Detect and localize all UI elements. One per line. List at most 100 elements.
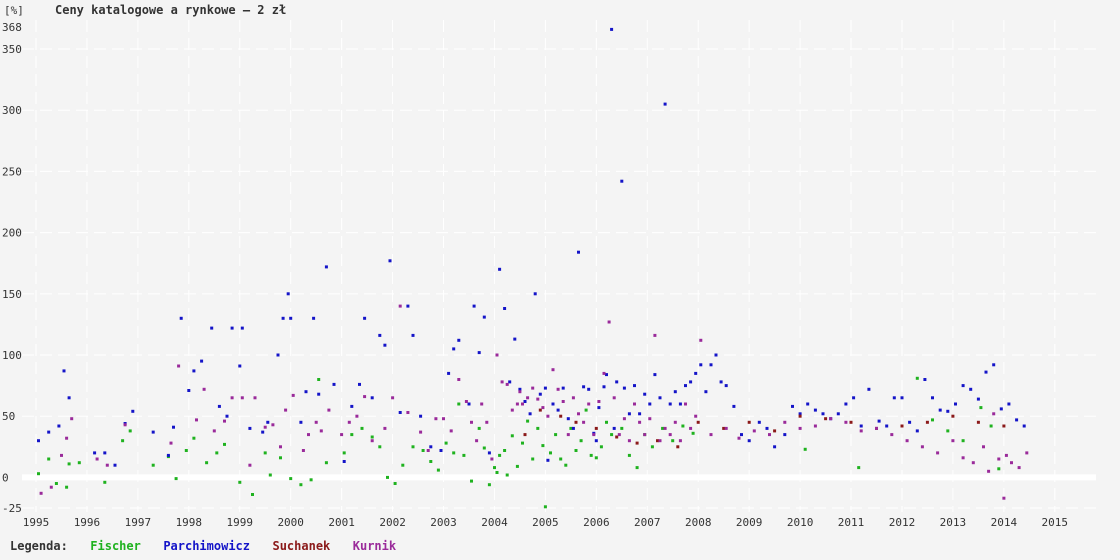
data-point: [559, 457, 563, 461]
data-point: [877, 419, 881, 423]
data-point: [378, 333, 382, 337]
data-point: [212, 429, 216, 433]
data-point: [931, 418, 934, 422]
data-point: [177, 364, 181, 368]
data-point: [597, 400, 601, 403]
x-tick-label: 1996: [74, 516, 101, 529]
data-point: [961, 384, 965, 388]
data-point: [594, 456, 598, 460]
x-tick-label: 2008: [685, 516, 712, 529]
data-point: [650, 445, 654, 449]
data-point: [202, 387, 206, 391]
data-point: [1010, 461, 1013, 465]
data-point: [732, 404, 736, 408]
data-point: [587, 387, 591, 391]
data-point: [187, 389, 191, 392]
data-point: [447, 371, 451, 375]
data-point: [689, 380, 693, 384]
data-point: [291, 393, 295, 397]
data-point: [569, 426, 573, 430]
legend-item-fischer: Fischer: [90, 539, 141, 553]
data-point: [615, 380, 619, 384]
data-point: [439, 449, 443, 452]
data-point: [658, 439, 662, 443]
data-point: [951, 439, 955, 443]
data-point: [93, 451, 97, 455]
data-point: [915, 376, 919, 380]
data-point: [37, 439, 40, 443]
data-point: [105, 463, 109, 467]
data-point: [987, 469, 991, 473]
data-point: [714, 353, 718, 357]
data-point: [627, 412, 631, 416]
data-point: [925, 420, 929, 424]
data-point: [602, 385, 606, 389]
data-point: [495, 471, 499, 474]
data-point: [419, 414, 423, 418]
data-point: [900, 424, 904, 428]
data-point: [312, 316, 316, 320]
data-point: [684, 402, 687, 406]
data-point: [992, 363, 996, 367]
data-point: [411, 445, 415, 449]
y-tick-label: 100: [2, 349, 22, 362]
data-point: [449, 429, 453, 433]
data-point: [457, 378, 461, 381]
data-point: [605, 420, 608, 424]
data-point: [103, 451, 107, 455]
data-point: [429, 445, 433, 449]
data-point: [505, 473, 509, 477]
data-point: [65, 485, 69, 489]
data-point: [602, 371, 606, 375]
data-point: [658, 396, 662, 400]
x-tick-label: 2005: [532, 516, 559, 529]
data-point: [411, 333, 415, 337]
series-fischer: [37, 376, 1001, 509]
data-point: [821, 412, 825, 416]
data-point: [452, 451, 456, 455]
data-point: [961, 439, 965, 443]
data-point: [997, 457, 1001, 461]
data-point: [915, 429, 919, 433]
data-point: [813, 408, 817, 412]
data-point: [485, 420, 489, 424]
data-point: [477, 351, 481, 355]
data-point: [676, 445, 680, 449]
data-point: [859, 429, 863, 433]
data-point: [421, 449, 425, 452]
data-point: [393, 482, 397, 485]
data-point: [360, 426, 364, 430]
data-point: [752, 429, 756, 433]
data-point: [622, 417, 626, 421]
data-point: [70, 417, 74, 421]
data-point: [673, 390, 677, 394]
data-point: [528, 412, 532, 416]
data-point: [867, 387, 871, 391]
data-point: [398, 411, 402, 414]
data-point: [607, 320, 611, 324]
data-point: [301, 449, 305, 452]
x-tick-label: 2001: [328, 516, 355, 529]
scatter-chart: -25 0 50 100 150 200 250 300 350 368 1995 1996 1997 1…: [2, 3, 1100, 529]
data-point: [997, 467, 1001, 471]
data-point: [289, 477, 293, 481]
data-point: [370, 439, 374, 443]
data-point: [597, 406, 601, 410]
data-point: [1022, 424, 1026, 428]
data-point: [1025, 451, 1029, 455]
data-point: [470, 420, 473, 424]
data-point: [549, 451, 552, 455]
data-point: [500, 380, 504, 384]
data-point: [610, 27, 614, 31]
data-point: [668, 433, 672, 437]
x-tick-label: 1997: [125, 516, 152, 529]
data-point: [783, 420, 787, 424]
data-point: [340, 433, 344, 437]
data-point: [472, 304, 476, 308]
data-point: [429, 460, 433, 463]
data-point: [406, 304, 410, 308]
data-point: [47, 430, 51, 434]
x-tick-label: 2012: [889, 516, 916, 529]
data-point: [829, 417, 833, 421]
data-point: [370, 396, 374, 400]
